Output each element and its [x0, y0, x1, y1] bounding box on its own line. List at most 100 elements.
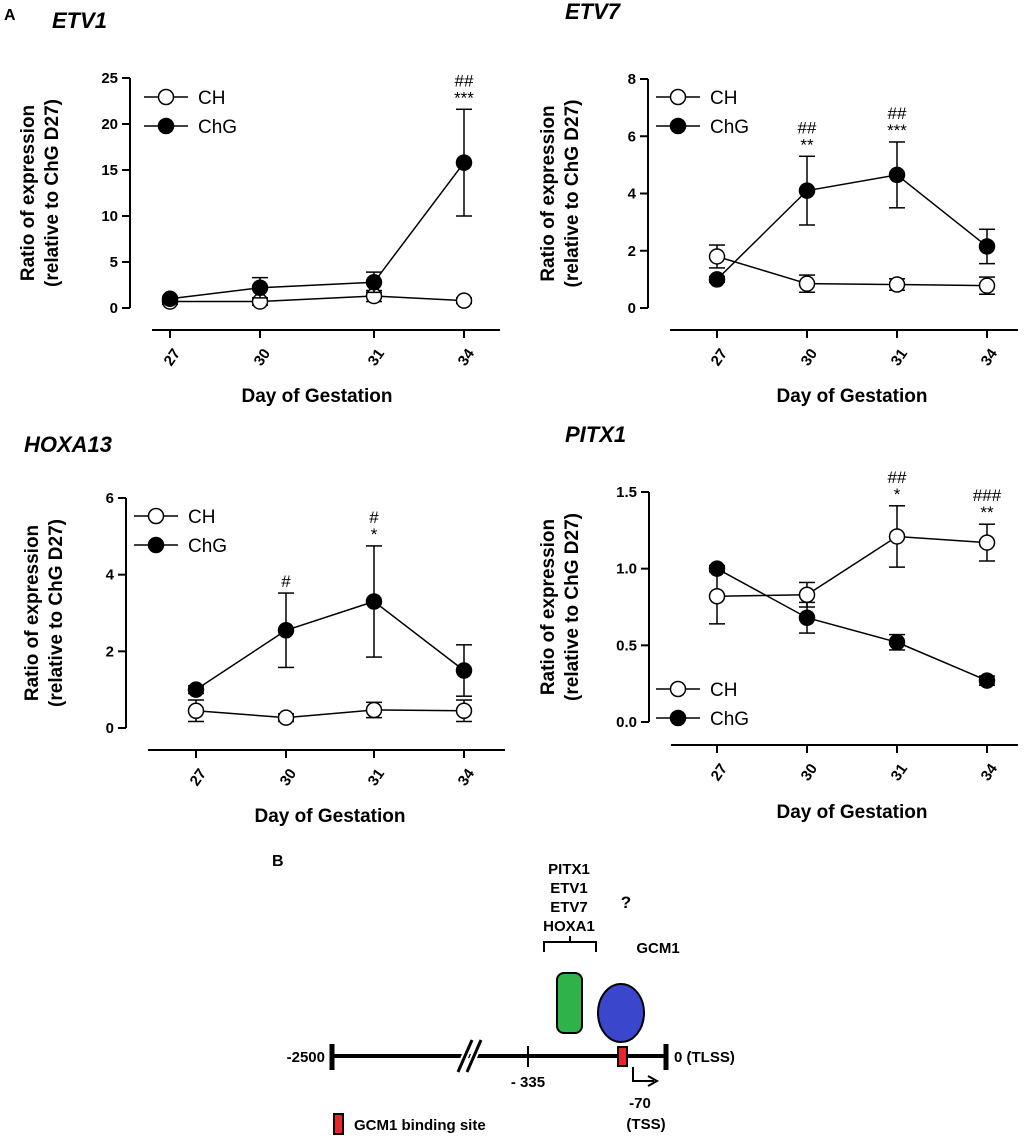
- y-tick-label: 6: [106, 490, 114, 507]
- y-tick-label: 4: [628, 186, 637, 203]
- chart-pitx1: PITX1 0.0 0.5 1.0 1.5 Ratio of expression (rel…: [538, 422, 1018, 823]
- tss-value: -70: [629, 1095, 651, 1112]
- y-axis-subtitle: (relative to ChG D27): [46, 519, 67, 707]
- y-axis-title: Ratio of expression: [538, 105, 559, 281]
- y-axis-subtitle: (relative to ChG D27): [562, 100, 583, 288]
- data-point-ch: [978, 277, 996, 294]
- chart-hoxa13: HOXA13 0 2 4 6 Ratio of expression (relative t…: [22, 432, 505, 827]
- legend-marker-ch: [669, 680, 687, 698]
- series-line-ch: [195, 709, 465, 719]
- data-point-chg: [277, 622, 295, 639]
- series-line-ch: [716, 255, 988, 287]
- binding-site-marker: [617, 1046, 628, 1067]
- factor-label-3: ETV7: [550, 899, 588, 916]
- data-point-chg: [798, 609, 816, 626]
- y-axis-title: Ratio of expression: [22, 525, 43, 701]
- chart-title: PITX1: [565, 422, 626, 447]
- data-point-chg: [455, 662, 473, 679]
- y-tick-label: 5: [110, 254, 118, 271]
- x-axis-title: Day of Gestation: [777, 386, 928, 407]
- legend-marker-chg: [669, 709, 687, 727]
- data-point-chg: [365, 273, 383, 291]
- data-point-ch: [365, 701, 383, 719]
- data-point-chg: [708, 271, 726, 288]
- panel-b-letter: B: [272, 853, 284, 870]
- significance-label: ###: [973, 486, 1002, 505]
- y-tick-label: 1.0: [616, 561, 637, 578]
- legend-marker-ch: [157, 88, 175, 106]
- x-tick-label: 27: [708, 761, 731, 784]
- data-point-chg: [798, 182, 816, 199]
- significance-label: **: [800, 135, 814, 154]
- data-point-ch: [455, 702, 473, 719]
- gcm1-label: GCM1: [636, 940, 679, 957]
- data-point-ch: [798, 586, 816, 603]
- x-tick-label: 31: [888, 346, 911, 369]
- chart-etv7: ETV7 0 2 4 6 8 Ratio of expression (relative to…: [538, 0, 1018, 407]
- legend-label-chg: ChG: [188, 536, 227, 557]
- significance-label: *: [371, 525, 378, 544]
- factor-box: [556, 972, 583, 1034]
- data-point-chg: [455, 154, 473, 171]
- data-point-chg: [888, 166, 906, 184]
- legend-binding-site-label: GCM1 binding site: [354, 1117, 486, 1134]
- y-tick-label: 10: [101, 208, 118, 225]
- series-line-chg: [716, 568, 988, 682]
- legend-label-ch: CH: [710, 680, 737, 701]
- y-tick-label: 4: [106, 567, 115, 584]
- legend-marker-chg: [147, 536, 165, 554]
- right-end-label: 0 (TLSS): [674, 1049, 735, 1066]
- tss-label: (TSS): [626, 1116, 665, 1133]
- data-point-ch: [277, 709, 295, 726]
- data-point-ch: [708, 588, 726, 605]
- x-tick-label: 30: [798, 346, 821, 369]
- legend-label-chg: ChG: [710, 709, 749, 730]
- promoter-diagram: B PITX1 ETV1 ETV7 HOXA1 ? GCM1 -2500 - 3…: [272, 853, 735, 1135]
- legend-binding-site-marker: [333, 1113, 344, 1135]
- tss-arrow: [632, 1067, 654, 1082]
- y-axis-subtitle: (relative to ChG D27): [562, 513, 583, 701]
- data-point-chg: [978, 672, 996, 689]
- y-tick-label: 20: [101, 116, 118, 133]
- data-point-ch: [187, 702, 205, 719]
- series-line-chg: [195, 600, 465, 691]
- y-tick-label: 6: [628, 128, 636, 145]
- x-tick-label: 30: [798, 761, 821, 784]
- y-axis-title: Ratio of expression: [18, 105, 39, 281]
- y-axis-subtitle: (relative to ChG D27): [42, 99, 63, 287]
- chart-etv1: ETV1 0 5 10 15 20 25 Ratio of expression (relati…: [18, 8, 500, 407]
- significance-label: ##: [888, 468, 907, 487]
- x-tick-label: 27: [161, 346, 184, 369]
- y-tick-label: 25: [101, 70, 118, 87]
- legend-label-chg: ChG: [198, 117, 237, 138]
- question-mark: ?: [621, 893, 631, 912]
- mid-position-label: - 335: [511, 1074, 545, 1091]
- legend-label-chg: ChG: [710, 117, 749, 138]
- panel-a-letter: A: [4, 7, 16, 24]
- x-tick-label: 30: [277, 766, 300, 789]
- significance-label: ***: [454, 88, 474, 107]
- y-tick-label: 1.5: [616, 484, 637, 501]
- y-tick-label: 2: [628, 243, 636, 260]
- data-point-chg: [187, 681, 205, 698]
- data-point-chg: [708, 560, 726, 577]
- data-point-ch: [708, 248, 726, 265]
- significance-label: ##: [798, 118, 817, 137]
- y-tick-label: 0.0: [616, 714, 637, 731]
- legend-marker-ch: [147, 507, 165, 525]
- legend-label-ch: CH: [188, 507, 215, 528]
- data-point-ch: [798, 275, 816, 292]
- factor-label-1: PITX1: [548, 861, 590, 878]
- y-tick-label: 0: [110, 300, 118, 317]
- significance-label: ##: [455, 71, 474, 90]
- x-axis-title: Day of Gestation: [242, 386, 393, 407]
- y-tick-label: 0.5: [616, 637, 637, 654]
- x-axis-title: Day of Gestation: [777, 802, 928, 823]
- legend-label-ch: CH: [198, 88, 225, 109]
- significance-label: ***: [887, 121, 907, 140]
- x-tick-label: 27: [187, 766, 210, 789]
- significance-label: ##: [888, 104, 907, 123]
- gcm1-oval: [597, 983, 645, 1043]
- x-tick-label: 34: [978, 760, 1002, 784]
